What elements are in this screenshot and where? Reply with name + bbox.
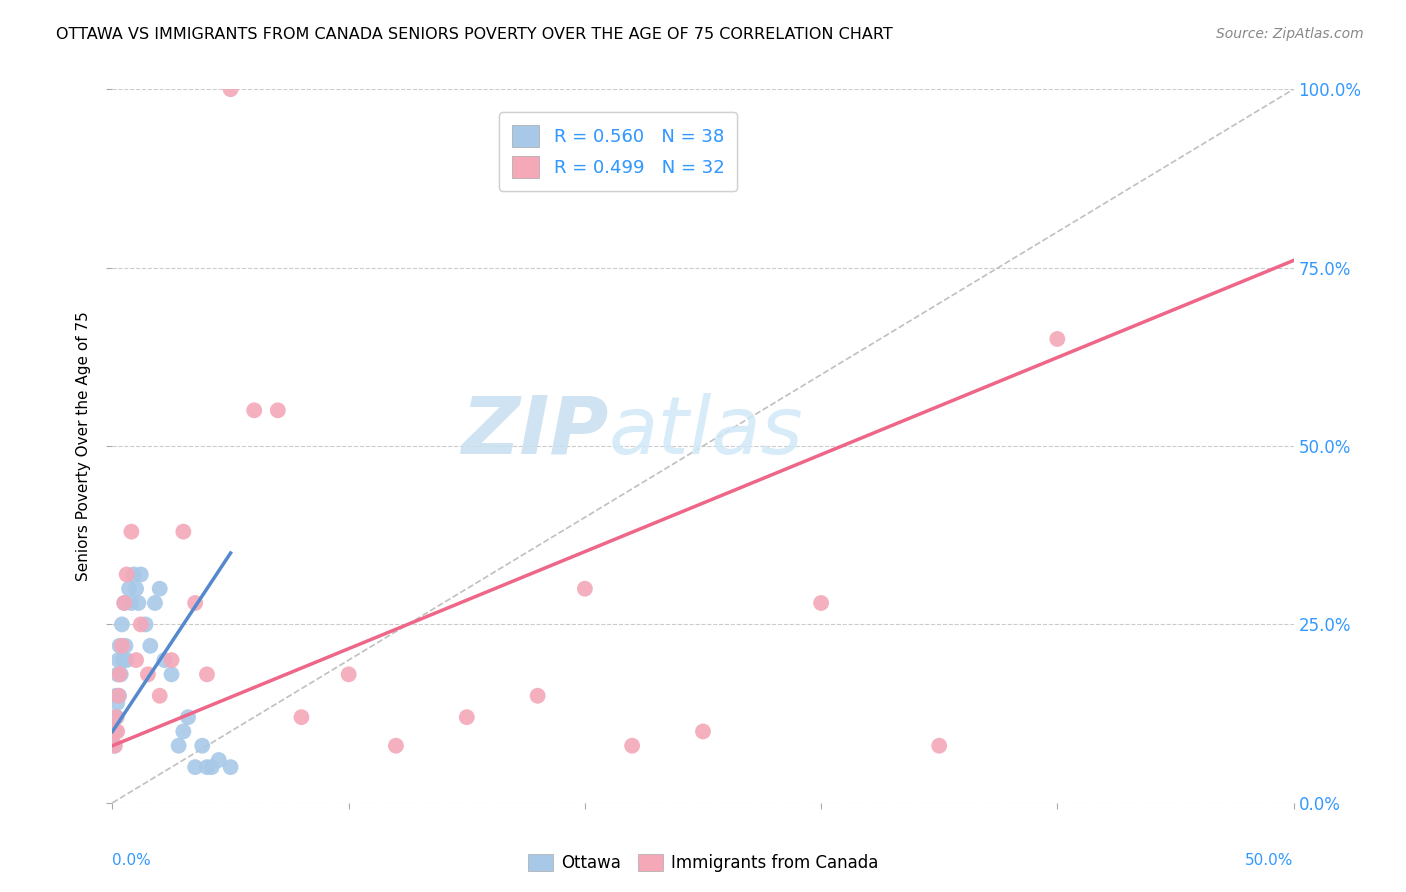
Point <box>105 710 128 724</box>
Point <box>219 760 242 774</box>
Legend: R = 0.560   N = 38, R = 0.499   N = 32: R = 0.560 N = 38, R = 0.499 N = 32 <box>499 112 737 191</box>
Point <box>103 724 125 739</box>
Point <box>153 653 176 667</box>
Point <box>191 739 214 753</box>
Point <box>208 753 231 767</box>
Point <box>125 582 148 596</box>
Point <box>184 596 207 610</box>
Point <box>105 710 128 724</box>
Point <box>160 653 183 667</box>
Point <box>219 82 242 96</box>
Point <box>110 667 132 681</box>
Point <box>149 689 172 703</box>
Point <box>143 596 166 610</box>
Point <box>108 667 131 681</box>
Point <box>115 567 138 582</box>
Point <box>290 710 312 724</box>
Point <box>337 667 360 681</box>
Point <box>104 710 127 724</box>
Point <box>928 739 950 753</box>
Point <box>108 639 131 653</box>
Point <box>195 667 218 681</box>
Point <box>120 596 142 610</box>
Point <box>692 724 714 739</box>
Point <box>111 639 134 653</box>
Point <box>195 760 218 774</box>
Point <box>129 567 152 582</box>
Point <box>120 524 142 539</box>
Y-axis label: Seniors Poverty Over the Age of 75: Seniors Poverty Over the Age of 75 <box>76 311 91 581</box>
Point <box>172 724 194 739</box>
Point <box>167 739 190 753</box>
Point <box>122 567 145 582</box>
Point <box>1046 332 1069 346</box>
Point <box>104 724 127 739</box>
Point <box>136 667 159 681</box>
Point <box>112 596 135 610</box>
Point <box>104 739 127 753</box>
Point <box>127 596 149 610</box>
Point <box>201 760 224 774</box>
Text: ZIP: ZIP <box>461 392 609 471</box>
Point <box>115 653 138 667</box>
Point <box>160 667 183 681</box>
Point <box>105 696 128 710</box>
Point <box>114 639 136 653</box>
Point <box>810 596 832 610</box>
Point <box>108 689 131 703</box>
Point <box>456 710 478 724</box>
Point <box>105 689 128 703</box>
Point <box>118 582 141 596</box>
Point <box>105 724 128 739</box>
Point <box>267 403 290 417</box>
Point <box>107 667 129 681</box>
Point <box>177 710 200 724</box>
Text: atlas: atlas <box>609 392 803 471</box>
Point <box>129 617 152 632</box>
Point <box>107 689 129 703</box>
Point <box>574 582 596 596</box>
Point <box>112 596 135 610</box>
Point <box>621 739 644 753</box>
Point <box>103 724 125 739</box>
Text: 50.0%: 50.0% <box>1246 853 1294 868</box>
Text: Source: ZipAtlas.com: Source: ZipAtlas.com <box>1216 27 1364 41</box>
Point <box>184 760 207 774</box>
Point <box>139 639 162 653</box>
Point <box>149 582 172 596</box>
Point <box>125 653 148 667</box>
Text: OTTAWA VS IMMIGRANTS FROM CANADA SENIORS POVERTY OVER THE AGE OF 75 CORRELATION : OTTAWA VS IMMIGRANTS FROM CANADA SENIORS… <box>56 27 893 42</box>
Point <box>385 739 408 753</box>
Point <box>103 739 125 753</box>
Point <box>135 617 157 632</box>
Point <box>172 524 194 539</box>
Point <box>112 653 135 667</box>
Point <box>107 653 129 667</box>
Point <box>526 689 548 703</box>
Text: 0.0%: 0.0% <box>112 853 152 868</box>
Point <box>243 403 266 417</box>
Point <box>111 617 134 632</box>
